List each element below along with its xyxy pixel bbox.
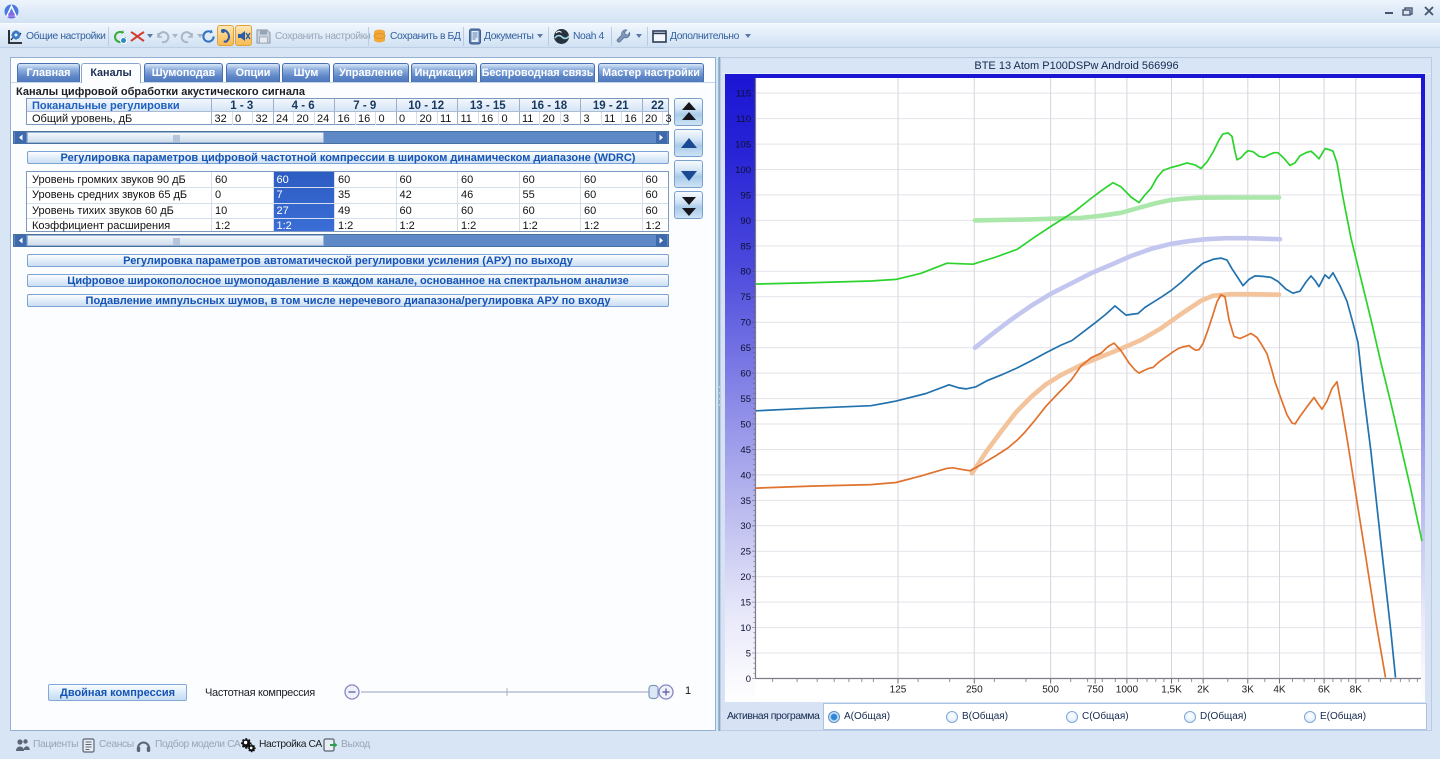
- svg-text:0: 0: [746, 674, 751, 685]
- svg-text:20: 20: [740, 572, 751, 583]
- svg-text:90: 90: [740, 216, 751, 227]
- svg-text:500: 500: [1042, 685, 1059, 696]
- svg-text:65: 65: [740, 343, 751, 354]
- svg-text:5: 5: [746, 648, 751, 659]
- svg-text:40: 40: [740, 470, 751, 481]
- svg-text:750: 750: [1087, 685, 1104, 696]
- svg-text:6K: 6K: [1318, 685, 1331, 696]
- svg-text:100: 100: [735, 165, 751, 176]
- svg-text:95: 95: [740, 190, 751, 201]
- svg-text:85: 85: [740, 241, 751, 252]
- svg-text:8K: 8K: [1350, 685, 1363, 696]
- svg-text:30: 30: [740, 521, 751, 532]
- svg-text:1000: 1000: [1116, 685, 1139, 696]
- svg-text:75: 75: [740, 292, 751, 303]
- svg-text:15: 15: [740, 598, 751, 609]
- svg-text:105: 105: [735, 140, 751, 151]
- svg-text:10: 10: [740, 623, 751, 634]
- svg-text:35: 35: [740, 496, 751, 507]
- svg-text:2K: 2K: [1197, 685, 1210, 696]
- svg-text:110: 110: [736, 114, 751, 125]
- svg-text:3K: 3K: [1242, 685, 1255, 696]
- svg-text:1,5K: 1,5K: [1161, 685, 1182, 696]
- svg-text:80: 80: [740, 267, 751, 278]
- svg-text:50: 50: [740, 419, 751, 430]
- svg-text:4K: 4K: [1273, 685, 1286, 696]
- svg-text:115: 115: [736, 89, 751, 100]
- svg-text:45: 45: [740, 445, 751, 456]
- svg-text:55: 55: [740, 394, 751, 405]
- svg-text:25: 25: [740, 547, 751, 558]
- svg-text:60: 60: [740, 369, 751, 380]
- svg-text:250: 250: [966, 685, 983, 696]
- svg-text:125: 125: [890, 685, 907, 696]
- svg-text:70: 70: [740, 318, 751, 329]
